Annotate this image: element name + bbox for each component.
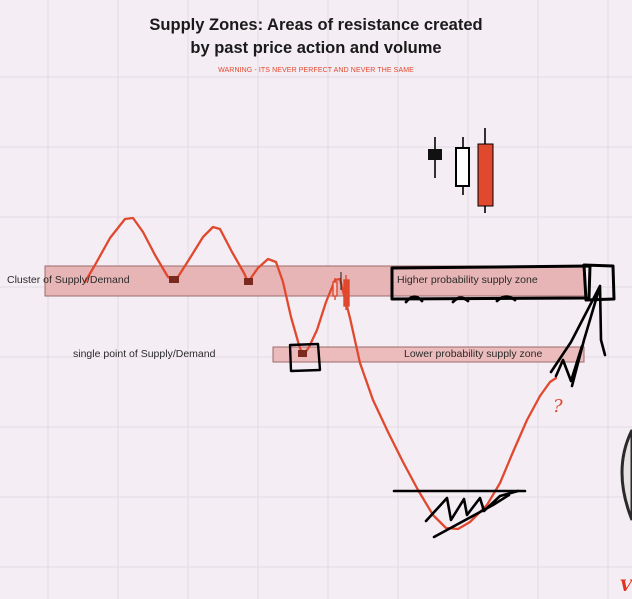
zone-candle-2 — [244, 278, 253, 285]
cluster-supply-zone — [44, 265, 586, 297]
projection-lines — [549, 284, 607, 388]
single-point-supply-zone — [272, 346, 585, 363]
example-candlesticks — [428, 128, 494, 213]
bottom-zigzag — [424, 489, 520, 539]
brand-watermark: V — [619, 576, 632, 595]
wick-candle-cluster — [332, 272, 350, 310]
single-point-highlight-box — [288, 342, 322, 373]
single-point-zone-label: single point of Supply/Demand — [73, 348, 216, 360]
zone-endpoint-box — [582, 263, 616, 302]
zone-candle-3 — [298, 350, 307, 357]
higher-probability-zone-label: Higher probability supply zone — [397, 274, 538, 286]
higher-zone-bumps — [404, 295, 517, 304]
price-path — [83, 216, 558, 531]
cluster-zone-label: Cluster of Supply/Demand — [7, 274, 130, 286]
diagram-subtitle: by past price action and volume — [190, 39, 442, 57]
decorative-circle-edge — [620, 429, 632, 521]
warning-note: WARNING - ITS NEVER PERFECT AND NEVER TH… — [218, 67, 414, 74]
question-mark: ? — [553, 396, 563, 417]
lower-probability-zone-label: Lower probability supply zone — [404, 348, 543, 360]
higher-zone-highlight-box — [390, 264, 592, 301]
zone-candle-1 — [169, 276, 179, 283]
diagram-title: Supply Zones: Areas of resistance create… — [149, 16, 483, 34]
